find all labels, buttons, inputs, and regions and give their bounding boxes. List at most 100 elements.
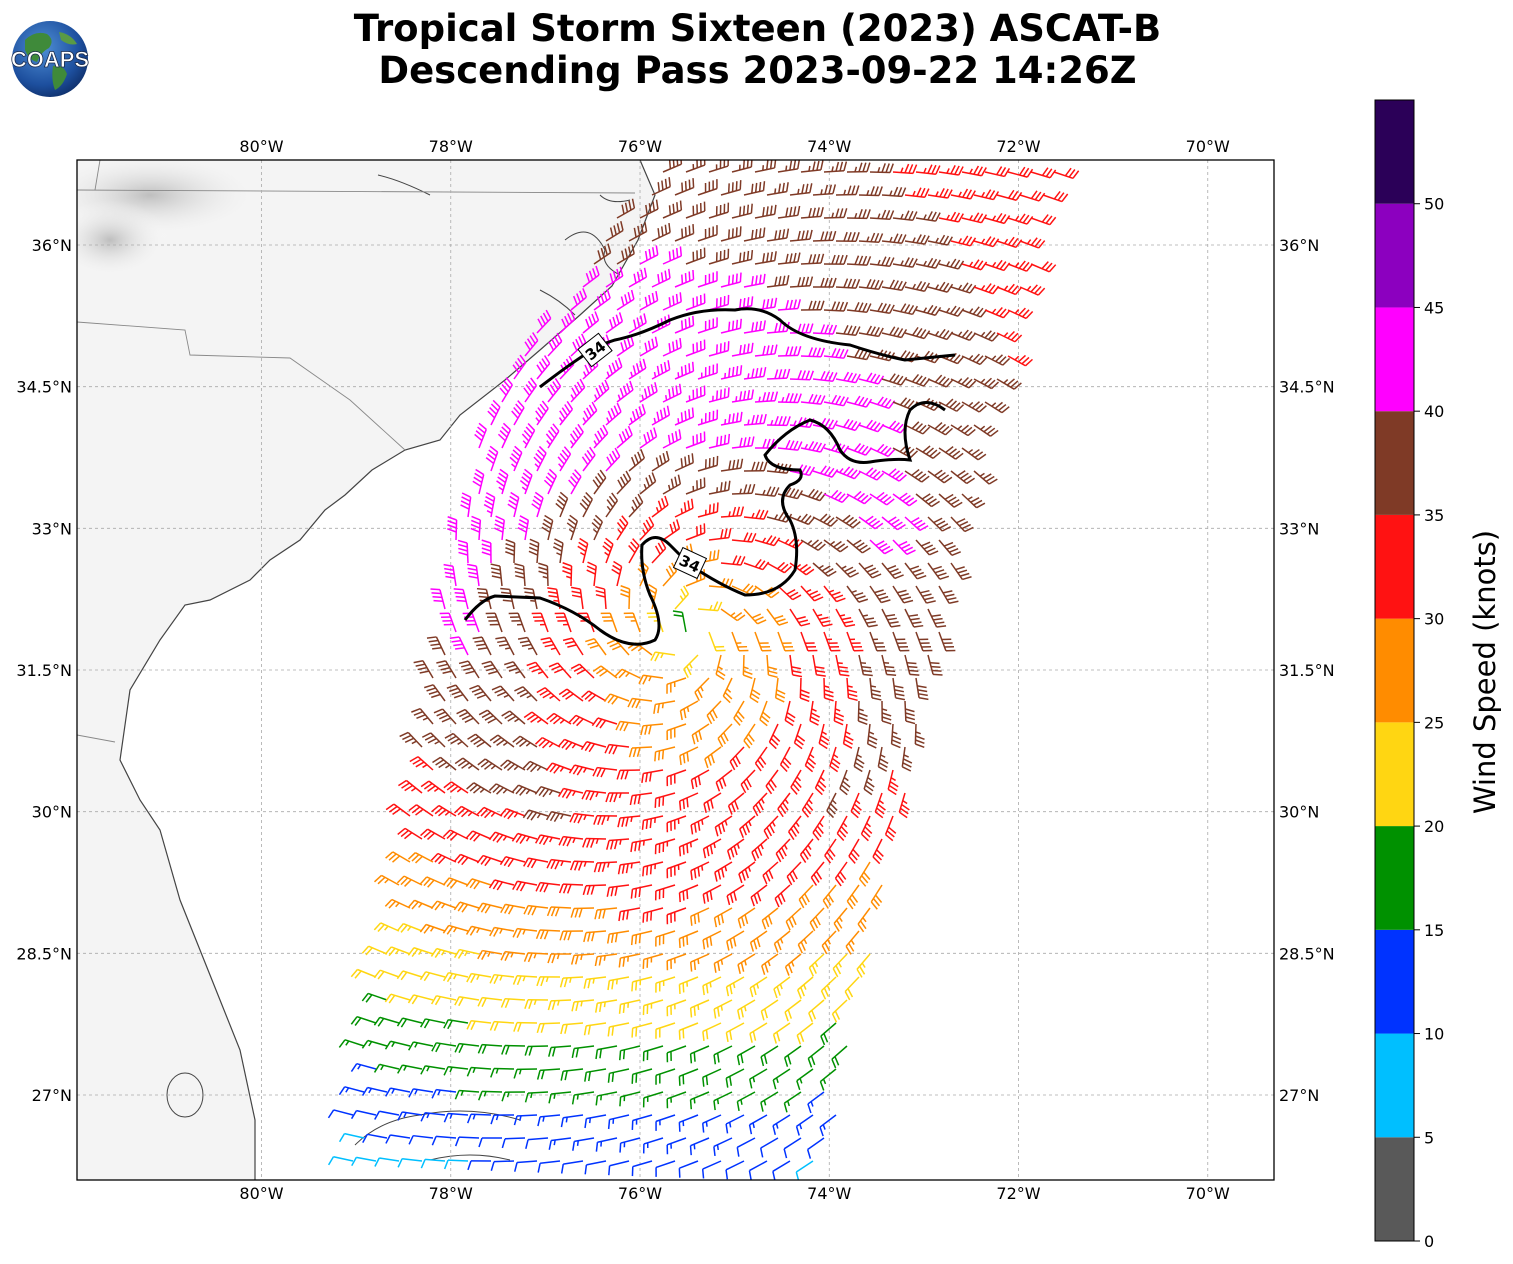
wind-barb — [829, 746, 841, 773]
wind-barb — [678, 838, 699, 857]
wind-barb — [691, 723, 710, 745]
wind-barb — [620, 585, 631, 610]
wind-barb — [927, 374, 954, 388]
wind-barb — [784, 999, 802, 1022]
wind-barb — [752, 792, 768, 817]
wind-barb — [731, 389, 755, 403]
wind-barb — [722, 677, 733, 704]
wind-barb — [399, 731, 423, 748]
wind-barb — [443, 1159, 469, 1170]
wind-barb — [812, 513, 839, 527]
wind-barb — [616, 380, 634, 403]
wind-barb — [777, 393, 802, 404]
wind-barb — [396, 970, 423, 981]
wind-barb — [866, 723, 878, 749]
wind-barb — [777, 487, 804, 500]
wind-barb — [327, 1109, 354, 1119]
wind-barb — [466, 782, 492, 794]
wind-barb — [754, 746, 768, 772]
colorbar-label: Wind Speed (knots) — [1468, 530, 1502, 814]
wind-barb — [743, 181, 766, 196]
wind-barb — [500, 903, 526, 915]
wind-barb — [420, 1158, 446, 1169]
wind-barb — [397, 827, 423, 840]
wind-barb — [754, 631, 772, 652]
wind-barb — [678, 1160, 699, 1178]
wind-barb — [577, 537, 589, 564]
wind-barb — [784, 700, 796, 727]
wind-barb — [789, 608, 811, 627]
wind-barb — [396, 922, 423, 933]
wind-barb — [642, 1045, 664, 1062]
wind-barb — [616, 335, 635, 357]
wind-barbs — [327, 160, 1080, 1180]
colorbar-tick-5: 25 — [1424, 713, 1444, 732]
wind-barb — [702, 930, 722, 950]
wind-barb — [812, 654, 826, 677]
wind-barb — [898, 792, 910, 819]
map-content — [77, 160, 1274, 1180]
wind-barb — [608, 1160, 630, 1176]
wind-barb — [639, 336, 659, 357]
lat-tick-left-0: 36°N — [32, 236, 72, 255]
wind-barb — [713, 907, 733, 928]
wind-barb — [685, 523, 706, 541]
wind-barb — [638, 674, 664, 685]
wind-barb — [374, 1110, 400, 1120]
wind-barb — [477, 758, 503, 771]
wind-barb — [558, 400, 574, 426]
wind-barb — [396, 875, 423, 887]
colorbar-segment-2 — [1375, 929, 1414, 1034]
wind-barb — [772, 1114, 791, 1136]
wind-barb — [618, 1045, 641, 1061]
wind-barb — [605, 447, 621, 472]
wind-barb — [465, 830, 492, 842]
wind-barb — [662, 429, 682, 449]
wind-barb — [488, 831, 515, 843]
wind-barb — [536, 976, 561, 987]
wind-barb — [651, 450, 670, 472]
wind-barb — [570, 907, 595, 918]
wind-barb — [639, 516, 655, 541]
lon-tick-bottom-0: 80°W — [239, 1184, 283, 1203]
wind-barb — [713, 1091, 733, 1111]
wind-barb — [731, 203, 753, 219]
wind-barb — [570, 288, 588, 311]
wind-barb — [800, 441, 826, 453]
wind-barb — [595, 585, 607, 610]
coastline-sound — [377, 174, 631, 316]
wind-barb — [774, 884, 791, 908]
wind-barb — [630, 884, 653, 899]
wind-barb — [421, 732, 446, 748]
wind-barb — [777, 299, 801, 311]
wind-barb — [476, 902, 503, 914]
wind-barb — [456, 708, 480, 725]
wind-barb — [858, 186, 883, 197]
colorbar-segment-7 — [1375, 411, 1414, 515]
wind-barb — [558, 835, 584, 847]
wind-barb — [720, 318, 742, 334]
wind-barb — [535, 400, 549, 426]
wind-barb — [545, 762, 572, 774]
wind-barb — [800, 206, 824, 219]
wind-barb — [674, 453, 694, 472]
wind-barb — [655, 1160, 676, 1177]
wind-barb — [631, 976, 653, 992]
wind-barb — [453, 805, 480, 818]
wind-barb — [783, 1091, 802, 1113]
wind-barb — [458, 660, 480, 679]
wind-barb — [800, 393, 826, 405]
wind-barb — [704, 746, 722, 769]
wind-barb — [725, 976, 745, 997]
wind-barb — [887, 769, 899, 796]
wind-barb — [642, 907, 664, 923]
wind-barb — [743, 227, 766, 242]
wind-barb — [618, 907, 641, 922]
wind-barb — [750, 884, 768, 907]
wind-barb — [600, 612, 618, 633]
wind-barb — [714, 861, 733, 882]
colorbar: 0 5 10 15 20 25 30 35 40 45 50 — [1374, 99, 1444, 1251]
land-mass — [77, 160, 655, 1180]
wind-barb — [351, 1156, 377, 1167]
